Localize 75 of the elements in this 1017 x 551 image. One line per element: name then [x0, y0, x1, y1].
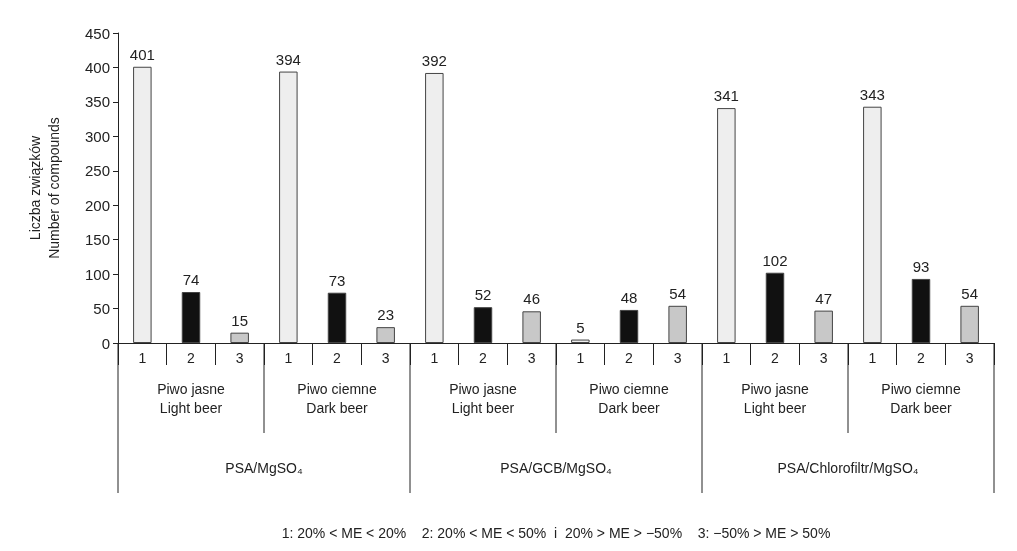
text: PSA/GCB/MgSO₄ — [500, 460, 613, 476]
x-tick-label: 2 — [771, 350, 780, 366]
bar — [571, 339, 590, 343]
x-tick-label: 3 — [235, 350, 244, 366]
y-tick-label: 200 — [84, 196, 110, 214]
bar — [181, 292, 201, 343]
y-axis-title: Liczba związków Number of compounds — [26, 117, 62, 259]
x-tick-label: 3 — [381, 350, 390, 366]
x-tick-label: 1 — [430, 350, 439, 366]
x-tick-label: 2 — [917, 350, 926, 366]
y-tick-label: 0 — [101, 334, 110, 352]
text: Piwo ciemne Dark beer — [589, 380, 669, 416]
text: Piwo ciemne Dark beer — [297, 380, 377, 416]
data-label: 23 — [377, 306, 395, 324]
data-label: 74 — [182, 271, 200, 289]
text: PSA/MgSO₄ — [225, 460, 303, 476]
bar — [522, 311, 541, 343]
x-tick-label: 3 — [819, 350, 828, 366]
bar — [279, 71, 298, 343]
x-tick-label: 2 — [625, 350, 634, 366]
data-label: 392 — [421, 51, 447, 69]
data-label: 5 — [576, 318, 585, 336]
data-label: 343 — [859, 85, 885, 103]
x-tick-label: 2 — [187, 350, 196, 366]
data-label: 47 — [815, 289, 833, 307]
data-label: 54 — [669, 284, 687, 302]
bar — [814, 310, 833, 343]
y-tick-label: 50 — [93, 300, 110, 318]
bar — [473, 307, 493, 343]
bar — [327, 292, 347, 343]
text: 1: 20% < ME < 20% 2: 20% < ME < 50% i 20% > ME > −50% 3: −50% > ME > 50% — [281, 525, 831, 541]
y-tick-label: 400 — [84, 58, 110, 76]
text: Piwo jasne Light beer — [157, 380, 226, 416]
bar — [717, 108, 736, 343]
text: Piwo jasne Light beer — [449, 380, 518, 416]
x-tick-label: 1 — [284, 350, 293, 366]
bar — [863, 106, 882, 343]
y-tick-label: 150 — [84, 231, 110, 249]
data-label: 341 — [713, 87, 739, 105]
y-tick-label: 300 — [84, 127, 110, 145]
y-tick-label: 350 — [84, 93, 110, 111]
data-label: 93 — [912, 257, 930, 275]
x-tick-label: 1 — [868, 350, 877, 366]
x-tick-label: 1 — [576, 350, 585, 366]
data-label: 394 — [275, 50, 301, 68]
bar — [619, 309, 639, 343]
bar — [911, 278, 931, 343]
x-tick-label: 2 — [479, 350, 488, 366]
data-label: 73 — [328, 271, 346, 289]
bar — [133, 66, 152, 343]
bar — [668, 305, 687, 343]
data-label: 48 — [620, 288, 638, 306]
y-tick-label: 250 — [84, 162, 110, 180]
data-label: 15 — [231, 311, 249, 329]
text: PSA/Chlorofiltr/MgSO₄ — [777, 460, 919, 476]
y-tick-label: 450 — [84, 24, 110, 42]
y-tick-label: 100 — [84, 265, 110, 283]
x-tick-label: 3 — [673, 350, 682, 366]
x-tick-label: 1 — [722, 350, 731, 366]
text: Piwo ciemne Dark beer — [881, 380, 961, 416]
data-label: 52 — [474, 286, 492, 304]
bar — [960, 305, 979, 343]
data-label: 401 — [129, 45, 155, 63]
x-tick-label: 1 — [138, 350, 147, 366]
x-tick-label: 3 — [965, 350, 974, 366]
data-label: 54 — [961, 284, 979, 302]
x-tick-label: 3 — [527, 350, 536, 366]
x-tick-label: 2 — [333, 350, 342, 366]
bar — [230, 332, 249, 343]
bar — [765, 272, 785, 343]
bar — [425, 72, 444, 343]
bar — [376, 327, 395, 343]
data-label: 46 — [523, 290, 541, 308]
text: Piwo jasne Light beer — [741, 380, 810, 416]
data-label: 102 — [762, 251, 788, 269]
